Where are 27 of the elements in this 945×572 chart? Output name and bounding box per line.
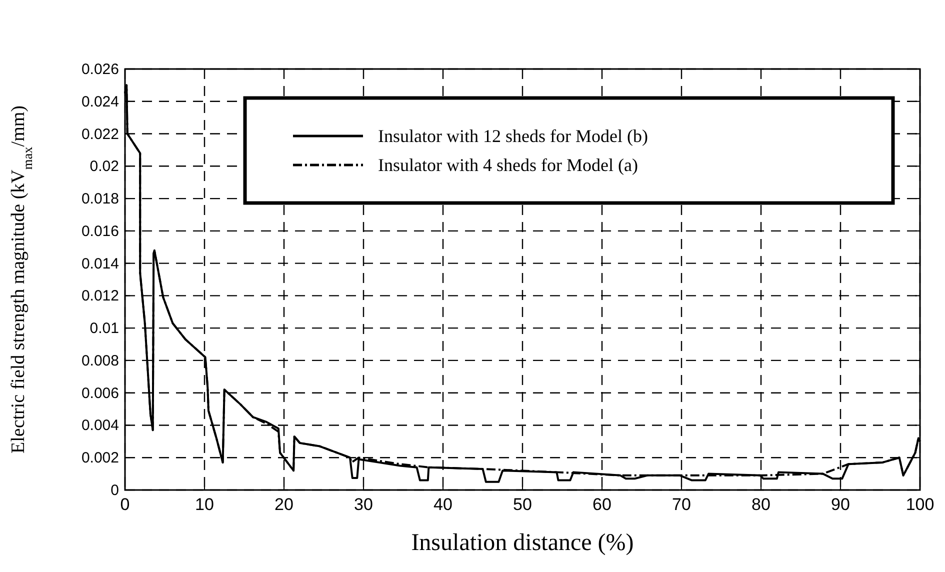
legend-label: Insulator with 12 sheds for Model (b) — [378, 126, 648, 146]
legend-label: Insulator with 4 sheds for Model (a) — [378, 155, 638, 175]
y-tick-label: 0.022 — [81, 126, 119, 143]
y-tick-label: 0.004 — [81, 417, 119, 434]
x-tick-label: 40 — [434, 495, 452, 514]
x-tick-label: 20 — [274, 495, 294, 514]
y-tick-label: 0.026 — [81, 61, 119, 78]
y-tick-label: 0.02 — [90, 158, 119, 176]
y-tick-label: 0.008 — [81, 352, 119, 370]
x-tick-label: 30 — [354, 495, 373, 514]
y-tick-label: 0.018 — [81, 190, 119, 208]
x-tick-label: 90 — [831, 495, 850, 514]
y-tick-label: 0 — [110, 482, 119, 499]
x-axis-title: Insulation distance (%) — [411, 530, 634, 556]
y-tick-label: 0.014 — [81, 255, 119, 272]
y-tick-label: 0.002 — [81, 450, 119, 467]
x-tick-label: 80 — [752, 495, 770, 514]
x-tick-label: 10 — [195, 495, 214, 514]
y-tick-label: 0.016 — [81, 222, 119, 240]
x-tick-label: 50 — [513, 495, 532, 514]
y-tick-label: 0.024 — [81, 93, 119, 110]
x-tick-label: 70 — [672, 495, 691, 514]
y-tick-label: 0.01 — [90, 320, 119, 338]
x-tick-label: 60 — [592, 495, 612, 514]
y-tick-label: 0.012 — [81, 288, 119, 305]
y-tick-label: 0.006 — [81, 384, 119, 402]
x-tick-label: 100 — [906, 495, 934, 514]
